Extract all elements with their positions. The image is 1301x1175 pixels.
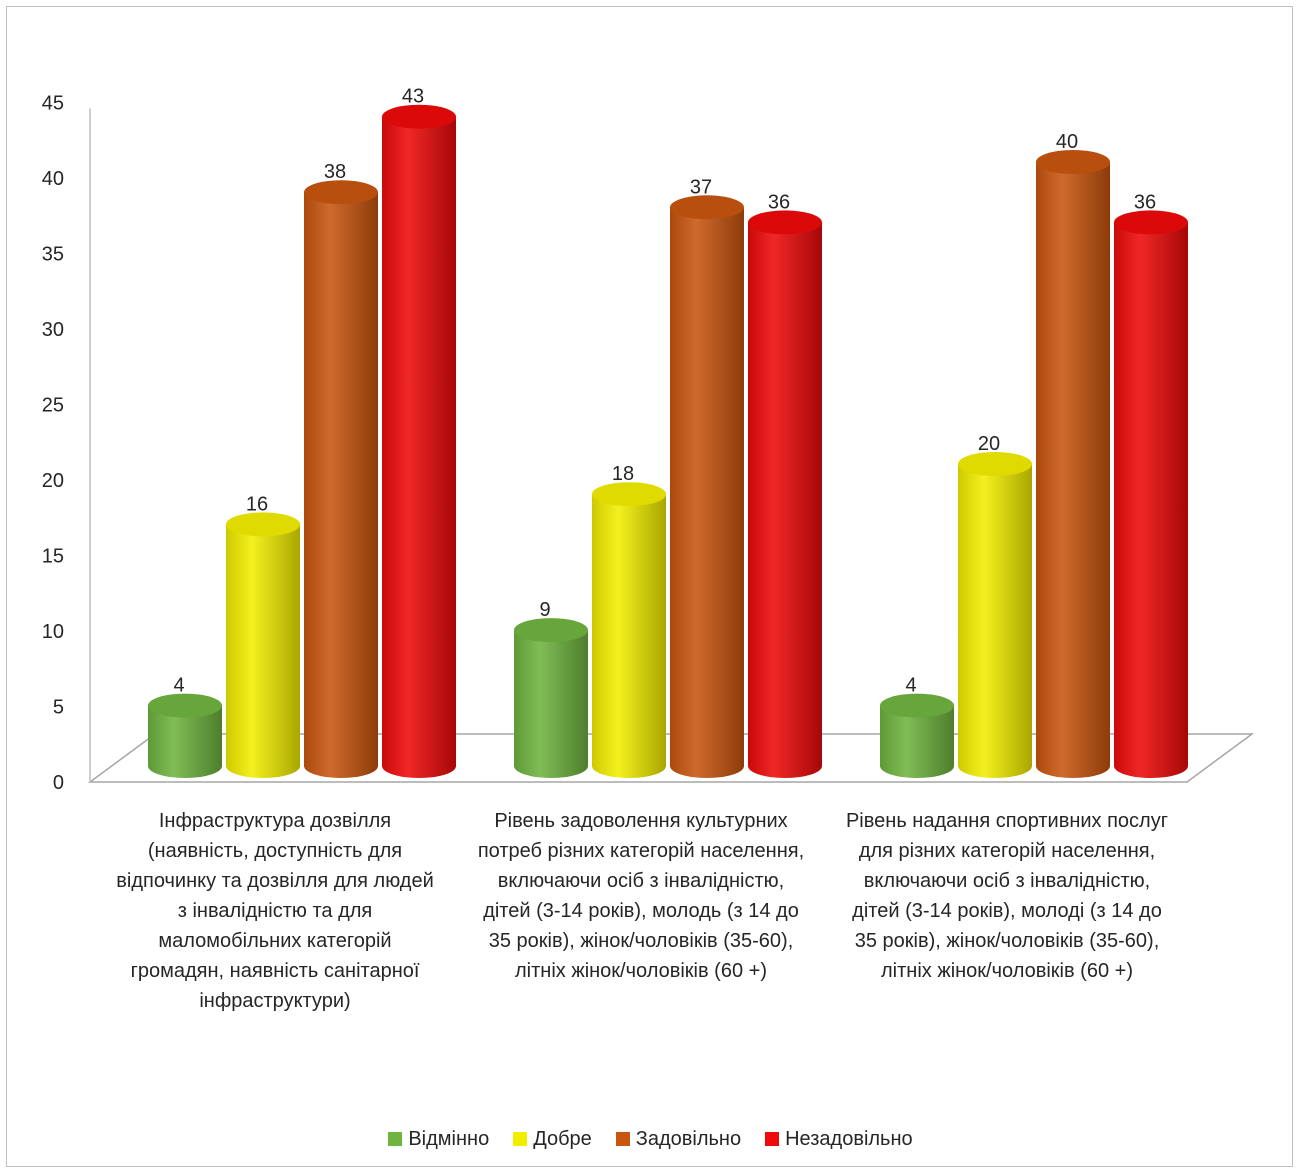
y-tick-label: 45 <box>42 93 64 115</box>
legend-swatch <box>615 1132 630 1146</box>
bar-body <box>304 192 378 778</box>
data-label: 9 <box>539 599 550 621</box>
legend-item: Задовільно <box>615 1127 742 1151</box>
legend-label: Незадовільно <box>785 1127 913 1150</box>
bar-top <box>304 180 378 205</box>
bar-top <box>958 452 1032 476</box>
bar <box>1036 150 1110 778</box>
bar-body <box>1114 222 1188 778</box>
bar-top <box>880 693 954 718</box>
bar-top <box>592 482 666 507</box>
bar-body <box>880 705 954 778</box>
y-tick-label: 0 <box>53 772 64 794</box>
data-label: 37 <box>690 176 712 198</box>
bar <box>670 195 744 779</box>
data-label: 43 <box>402 86 424 108</box>
bar-top <box>748 210 822 235</box>
bar <box>514 618 588 778</box>
legend: Відмінно Добре Задовільно Незадовільно <box>0 1124 1301 1154</box>
bar <box>304 180 378 778</box>
y-tick-label: 40 <box>42 168 64 190</box>
y-tick-label: 30 <box>42 319 64 341</box>
bar-top <box>1114 210 1188 235</box>
legend-label: Відмінно <box>408 1127 490 1150</box>
legend-item: Добре <box>513 1128 592 1151</box>
bar-top <box>382 104 456 129</box>
data-label: 36 <box>1134 191 1156 213</box>
bar-top <box>148 693 222 718</box>
bar-top <box>1036 150 1110 174</box>
data-label: 40 <box>1056 131 1078 153</box>
bar <box>880 693 954 778</box>
data-label: 20 <box>978 433 1000 455</box>
bar <box>592 482 666 778</box>
y-tick-label: 10 <box>42 621 64 643</box>
y-tick-label: 15 <box>42 546 64 568</box>
category-label: Інфраструктура дозвілля (наявність, дост… <box>116 810 434 1012</box>
category-label: Рівень задоволення культурних потреб різ… <box>477 810 805 982</box>
bar <box>148 693 222 778</box>
bar-body <box>514 630 588 778</box>
bar <box>748 210 822 778</box>
bar <box>226 512 300 778</box>
bar-body <box>748 222 822 778</box>
legend-swatch <box>388 1132 403 1146</box>
bar-body <box>148 705 222 778</box>
legend-label: Задовільно <box>635 1127 742 1150</box>
y-tick-label: 5 <box>53 697 64 719</box>
bar-body <box>1036 162 1110 778</box>
category-label: Рівень надання спортивних послуг для різ… <box>845 810 1169 982</box>
y-tick-label: 25 <box>42 395 64 417</box>
legend-swatch <box>513 1132 528 1146</box>
data-label: 16 <box>246 493 268 515</box>
bar-body <box>592 494 666 778</box>
legend-item: Незадовільно <box>765 1128 913 1151</box>
bar <box>1114 210 1188 778</box>
data-label: 36 <box>768 191 790 213</box>
legend-swatch <box>765 1132 780 1146</box>
bar-top <box>514 618 588 643</box>
data-label: 4 <box>905 675 916 697</box>
bar-body <box>670 207 744 779</box>
y-tick-label: 20 <box>42 470 64 492</box>
bar <box>958 452 1032 778</box>
bar-body <box>226 524 300 778</box>
data-label: 18 <box>612 463 634 485</box>
data-label: 38 <box>324 161 346 183</box>
bar-body <box>958 464 1032 778</box>
bar-top <box>226 512 300 537</box>
bar <box>382 104 456 778</box>
bar-top <box>670 195 744 220</box>
legend-label: Добре <box>533 1127 592 1150</box>
data-label: 4 <box>173 675 184 697</box>
bar-body <box>382 116 456 778</box>
y-tick-label: 35 <box>42 244 64 266</box>
legend-item: Відмінно <box>388 1128 489 1151</box>
